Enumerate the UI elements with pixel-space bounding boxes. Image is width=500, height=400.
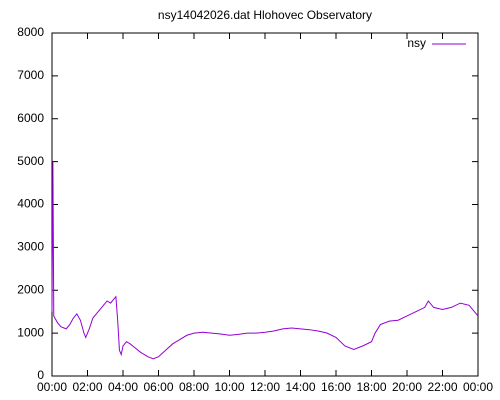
y-tick-label: 0 [37, 368, 44, 382]
x-tick-label: 12:00 [250, 380, 280, 394]
y-tick-label: 4000 [17, 197, 44, 211]
y-tick-label: 2000 [17, 282, 44, 296]
x-tick-label: 02:00 [72, 380, 102, 394]
data-line [51, 161, 479, 360]
x-tick-label: 20:00 [392, 380, 422, 394]
y-tick-label: 7000 [17, 68, 44, 82]
x-tick-label: 14:00 [285, 380, 315, 394]
x-tick-label: 00:00 [37, 380, 67, 394]
y-tick-label: 5000 [17, 154, 44, 168]
x-tick-label: 06:00 [143, 380, 173, 394]
x-tick-label: 10:00 [214, 380, 244, 394]
x-tick-label: 00:00 [463, 380, 493, 394]
x-tick-label: 04:00 [108, 380, 138, 394]
y-tick-label: 6000 [17, 111, 44, 125]
plot-frame [51, 32, 479, 377]
x-tick-label: 08:00 [179, 380, 209, 394]
legend-label: nsy [407, 36, 426, 50]
x-tick-label: 16:00 [321, 380, 351, 394]
x-tick-label: 22:00 [427, 380, 457, 394]
x-tick-label: 18:00 [356, 380, 386, 394]
chart-title: nsy14042026.dat Hlohovec Observatory [158, 8, 372, 22]
y-tick-label: 8000 [17, 25, 44, 39]
y-tick-label: 3000 [17, 240, 44, 254]
y-tick-label: 1000 [17, 325, 44, 339]
